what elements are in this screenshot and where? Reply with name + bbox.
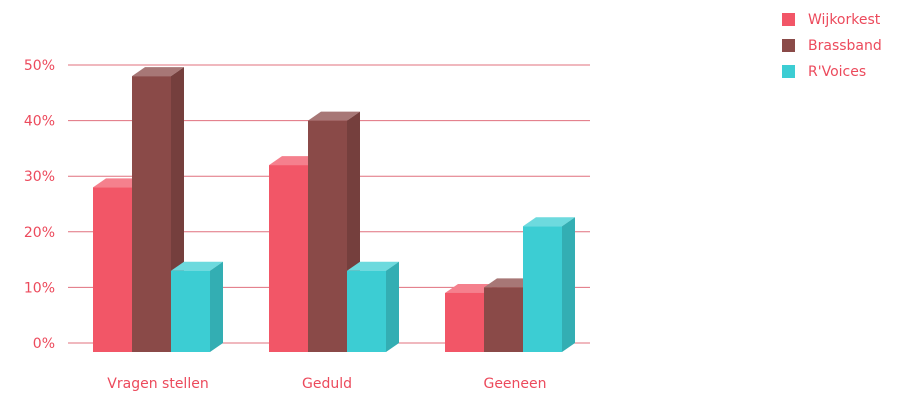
y-axis-ticks: 0% 10% 20% 30% 40% 50%: [24, 58, 55, 352]
bar-front-face: [308, 120, 347, 352]
legend: Wijkorkest Brassband R'Voices: [782, 8, 882, 86]
legend-item-brassband[interactable]: Brassband: [782, 34, 882, 57]
legend-swatch-wijkorkest: [782, 13, 795, 26]
legend-item-wijkorkest[interactable]: Wijkorkest: [782, 8, 882, 31]
y-tick-label: 40%: [24, 114, 55, 130]
y-tick-label: 50%: [24, 58, 55, 74]
bar-side-face: [562, 217, 575, 352]
bar-side-face: [210, 261, 223, 352]
bar-top-face: [171, 261, 223, 271]
bar-front-face: [484, 287, 523, 352]
bar-front-face: [93, 187, 132, 352]
y-tick-label: 0%: [33, 336, 55, 352]
bar-top-face: [308, 111, 360, 121]
bar-front-face: [171, 270, 210, 352]
bars: [93, 67, 575, 353]
bar: [347, 261, 399, 352]
bar-front-face: [445, 292, 484, 352]
y-tick-label: 20%: [24, 225, 55, 241]
legend-label: Brassband: [808, 37, 882, 54]
bar-top-face: [347, 261, 399, 271]
x-category-label: Geeneen: [483, 376, 546, 392]
legend-label: Wijkorkest: [808, 11, 881, 28]
y-tick-label: 30%: [24, 169, 55, 185]
bar-top-face: [523, 217, 575, 227]
bar-side-face: [386, 261, 399, 352]
bar: [171, 261, 223, 352]
bar-front-face: [269, 165, 308, 352]
x-category-label: Geduld: [302, 376, 352, 392]
y-tick-label: 10%: [24, 280, 55, 296]
legend-item-rvoices[interactable]: R'Voices: [782, 60, 882, 83]
x-axis-categories: Vragen stellen Geduld Geeneen: [107, 376, 546, 392]
legend-swatch-rvoices: [782, 65, 795, 78]
legend-label: R'Voices: [808, 63, 867, 80]
bar-front-face: [347, 270, 386, 352]
bar-front-face: [523, 226, 562, 352]
bar: [132, 67, 184, 353]
x-category-label: Vragen stellen: [107, 376, 208, 392]
bar-front-face: [132, 76, 171, 353]
bar: [523, 217, 575, 352]
bar-top-face: [132, 67, 184, 77]
legend-swatch-brassband: [782, 39, 795, 52]
